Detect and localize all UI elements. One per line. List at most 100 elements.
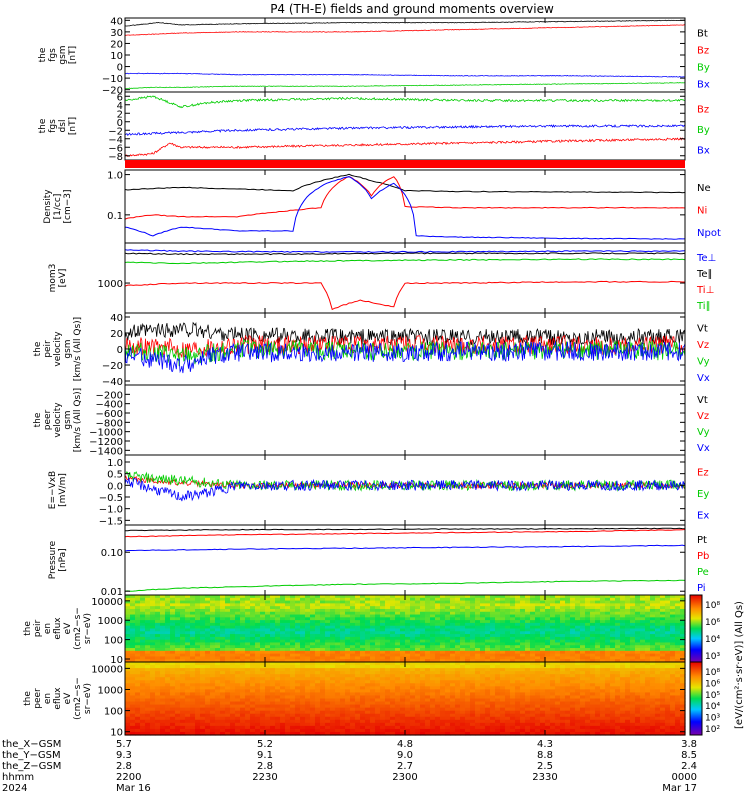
series-group xyxy=(125,96,685,157)
y-tick-label: −1400 xyxy=(89,446,123,457)
y-tick-label: 100 xyxy=(104,636,123,647)
series-line-ex xyxy=(125,478,685,502)
y-tick-label: 1.0 xyxy=(107,171,123,182)
y-axis-label-line: gsm xyxy=(63,339,73,358)
y-tick-label: −10 xyxy=(102,74,123,85)
y-axis-label-line: the xyxy=(23,621,33,636)
y-axis-label-line: Pressure xyxy=(48,540,58,579)
legend-label: Pe xyxy=(697,567,709,578)
y-tick-label: 1000 xyxy=(98,616,123,627)
legend-label: Pt xyxy=(697,535,707,546)
y-axis-label-line: velocity xyxy=(53,331,63,367)
y-axis-label-line: [1/cc] xyxy=(53,194,63,220)
legend-label: Vz xyxy=(697,340,709,351)
y-axis-label-line: the xyxy=(38,47,48,62)
y-axis-label-line: gsm xyxy=(63,410,73,429)
series-line-ti xyxy=(125,281,685,309)
y-tick-label: −1.0 xyxy=(99,505,123,516)
y-tick-label: 10 xyxy=(110,51,123,62)
series-line-te xyxy=(125,253,685,255)
legend-label: Bx xyxy=(697,80,710,91)
series-line-bz xyxy=(125,138,685,157)
legend-label: Vx xyxy=(697,373,710,384)
y-axis-label-line: [nT] xyxy=(68,117,78,135)
legend-label: Ni xyxy=(697,206,707,217)
legend-label: Vz xyxy=(697,411,709,422)
y-tick-label: −20 xyxy=(102,361,123,372)
y-axis-label-line: fgs xyxy=(48,48,58,62)
legend-label: Bz xyxy=(697,104,709,115)
y-axis-label-line: gsm xyxy=(58,45,68,64)
legend-label: Te⊥ xyxy=(696,253,716,264)
legend-label: Ne xyxy=(697,183,711,194)
y-tick-label: 0.10 xyxy=(101,548,123,559)
legend-label: Pi xyxy=(697,583,706,594)
y-tick-label: 1.0 xyxy=(107,458,123,469)
y-axis-label-line: [nT] xyxy=(68,46,78,64)
series-line-ti xyxy=(125,259,685,264)
series-group xyxy=(125,323,685,373)
series-line-te xyxy=(125,250,685,253)
series-line-pi xyxy=(125,545,685,551)
legend-label: By xyxy=(697,125,710,136)
series-line-by xyxy=(125,96,685,108)
y-tick-label: −1.5 xyxy=(99,516,123,527)
y-axis-label-line: dsl xyxy=(58,120,68,133)
series-group xyxy=(125,20,685,89)
y-axis-label-line: velocity xyxy=(53,402,63,438)
y-tick-label: 20 xyxy=(110,39,123,50)
y-axis-label-line: the xyxy=(38,118,48,133)
legend-label: Te∥ xyxy=(696,269,713,280)
spectrogram-cells xyxy=(125,662,686,736)
y-axis-label-line: [mV/m] xyxy=(58,473,68,507)
y-tick-label: 0.0 xyxy=(107,481,123,492)
y-axis-label-line: eflux xyxy=(53,617,63,640)
legend-label: Ex xyxy=(697,510,709,521)
series-line-bx xyxy=(125,125,685,135)
legend-label: Vy xyxy=(697,356,710,367)
legend-label: Ez xyxy=(697,468,709,479)
series-group xyxy=(125,528,685,591)
legend-label: Vt xyxy=(697,323,708,334)
figure-title: P4 (TH-E) fields and ground moments over… xyxy=(270,2,554,16)
legend-label: Ey xyxy=(697,489,709,500)
y-axis-label-line: peir xyxy=(33,619,43,637)
series-line-bz xyxy=(125,25,685,36)
legend-label: Vx xyxy=(697,443,710,454)
y-axis-label-line: mom3 xyxy=(48,264,58,293)
series-group xyxy=(125,472,685,501)
y-tick-label: 40 xyxy=(110,313,123,324)
y-tick-label: 10000 xyxy=(91,597,123,608)
legend-label: Bt xyxy=(697,29,708,40)
legend-label: Vy xyxy=(697,427,710,438)
y-tick-label: 0.5 xyxy=(107,470,123,481)
y-tick-label: 40 xyxy=(110,16,123,27)
legend-label: Npot xyxy=(697,228,721,239)
y-axis-label-line: Density xyxy=(43,189,53,224)
legend-label: Bz xyxy=(697,46,709,57)
y-axis-label-line: sr−eV) xyxy=(83,613,93,644)
series-group xyxy=(125,250,685,310)
y-tick-label: −0.5 xyxy=(99,493,123,504)
legend-label: Bx xyxy=(697,146,710,157)
legend-label: Vt xyxy=(697,395,708,406)
legend-label: By xyxy=(697,63,710,74)
series-line-ne xyxy=(125,174,685,192)
spectrogram-cells xyxy=(125,595,686,663)
y-tick-label: 1000 xyxy=(98,279,123,290)
y-tick-label: 0 xyxy=(117,63,123,74)
y-tick-label: 0 xyxy=(117,345,123,356)
y-axis-label-line: [cm−3] xyxy=(63,189,73,223)
y-axis-label-line: (cm2−s− xyxy=(73,607,83,650)
